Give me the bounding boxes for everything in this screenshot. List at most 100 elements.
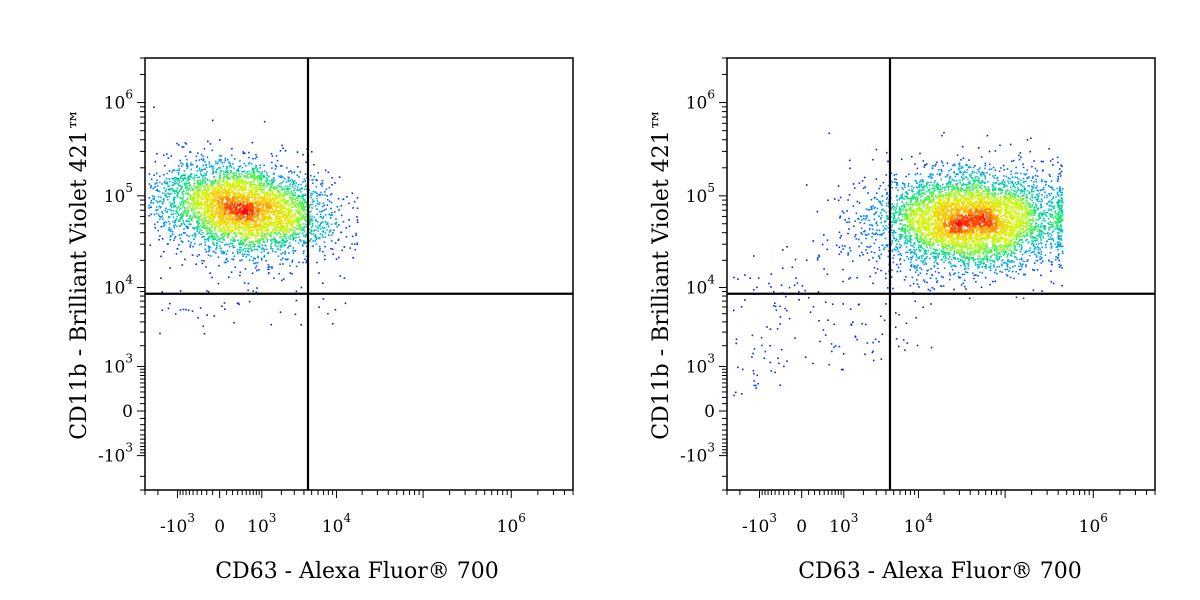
data-point [316, 208, 318, 210]
data-point [195, 200, 198, 203]
data-point [355, 232, 357, 235]
data-point [264, 226, 266, 229]
data-point [263, 256, 265, 258]
data-point [281, 165, 283, 167]
data-point [980, 184, 983, 187]
data-point [278, 215, 281, 218]
data-point [266, 179, 268, 181]
data-point [268, 234, 270, 236]
data-point [330, 229, 332, 231]
data-point [222, 208, 224, 211]
data-point [205, 197, 208, 199]
data-point [286, 190, 288, 193]
data-point [233, 196, 235, 198]
data-point [278, 213, 281, 215]
data-point [243, 152, 246, 154]
data-point [159, 235, 161, 237]
data-point [288, 205, 290, 208]
data-point [202, 203, 205, 206]
data-point [302, 235, 305, 237]
data-point [268, 198, 271, 201]
data-point [287, 236, 290, 239]
data-point [211, 217, 214, 219]
data-point [249, 237, 251, 239]
data-point [291, 261, 293, 263]
data-point [1037, 198, 1039, 200]
data-point [212, 194, 215, 196]
data-point [268, 220, 270, 223]
data-point [207, 218, 210, 221]
data-point [159, 181, 161, 184]
data-point [211, 208, 214, 211]
data-point [148, 204, 150, 207]
data-point [247, 189, 250, 191]
data-point [275, 196, 277, 198]
data-point [254, 202, 257, 204]
data-point [238, 192, 241, 195]
data-point [186, 167, 188, 170]
data-point [156, 201, 159, 204]
data-point [233, 255, 236, 258]
data-point [297, 220, 300, 222]
data-point [340, 205, 343, 207]
data-point [195, 211, 198, 214]
data-point [243, 205, 245, 208]
data-point [208, 192, 211, 195]
data-point [281, 194, 283, 196]
data-point [191, 234, 194, 237]
data-point [233, 240, 235, 243]
data-point [228, 243, 230, 246]
data-point [244, 180, 246, 183]
data-point [303, 188, 306, 191]
data-point [264, 216, 266, 219]
data-point [282, 224, 285, 227]
data-point [264, 197, 267, 199]
data-point [269, 239, 272, 241]
data-point [250, 216, 253, 219]
data-point [207, 250, 210, 253]
data-point [179, 197, 182, 199]
data-point [1032, 175, 1034, 178]
data-point [249, 203, 251, 205]
data-point [248, 241, 251, 243]
data-point [196, 230, 199, 233]
data-point [242, 248, 244, 251]
data-point [276, 209, 279, 212]
data-point [233, 238, 235, 240]
data-point [269, 205, 271, 208]
data-point [1012, 211, 1015, 214]
data-point [256, 216, 259, 218]
data-point [208, 161, 211, 163]
data-point [253, 179, 255, 181]
data-point [191, 189, 194, 191]
data-point [212, 205, 215, 208]
data-point [229, 191, 232, 193]
data-point [210, 185, 212, 187]
data-point [1005, 193, 1007, 195]
data-point [280, 223, 283, 225]
data-point [303, 226, 305, 228]
data-point [318, 250, 321, 252]
data-point [302, 195, 304, 197]
data-point [223, 239, 225, 241]
data-point [226, 204, 228, 206]
data-point [191, 197, 193, 200]
data-point [269, 193, 272, 195]
data-point [274, 210, 276, 213]
data-point [219, 219, 221, 222]
data-point [234, 228, 237, 231]
data-point [260, 225, 262, 227]
data-point [189, 151, 191, 153]
data-point [271, 190, 273, 192]
data-point [246, 243, 248, 246]
data-point [231, 226, 233, 229]
data-point [169, 302, 171, 305]
data-point [239, 226, 241, 229]
data-point [246, 196, 249, 198]
data-point [263, 241, 265, 243]
data-point [329, 214, 332, 216]
data-point [211, 149, 213, 152]
data-point [184, 187, 187, 189]
data-point [254, 157, 257, 160]
data-point [1020, 263, 1022, 266]
